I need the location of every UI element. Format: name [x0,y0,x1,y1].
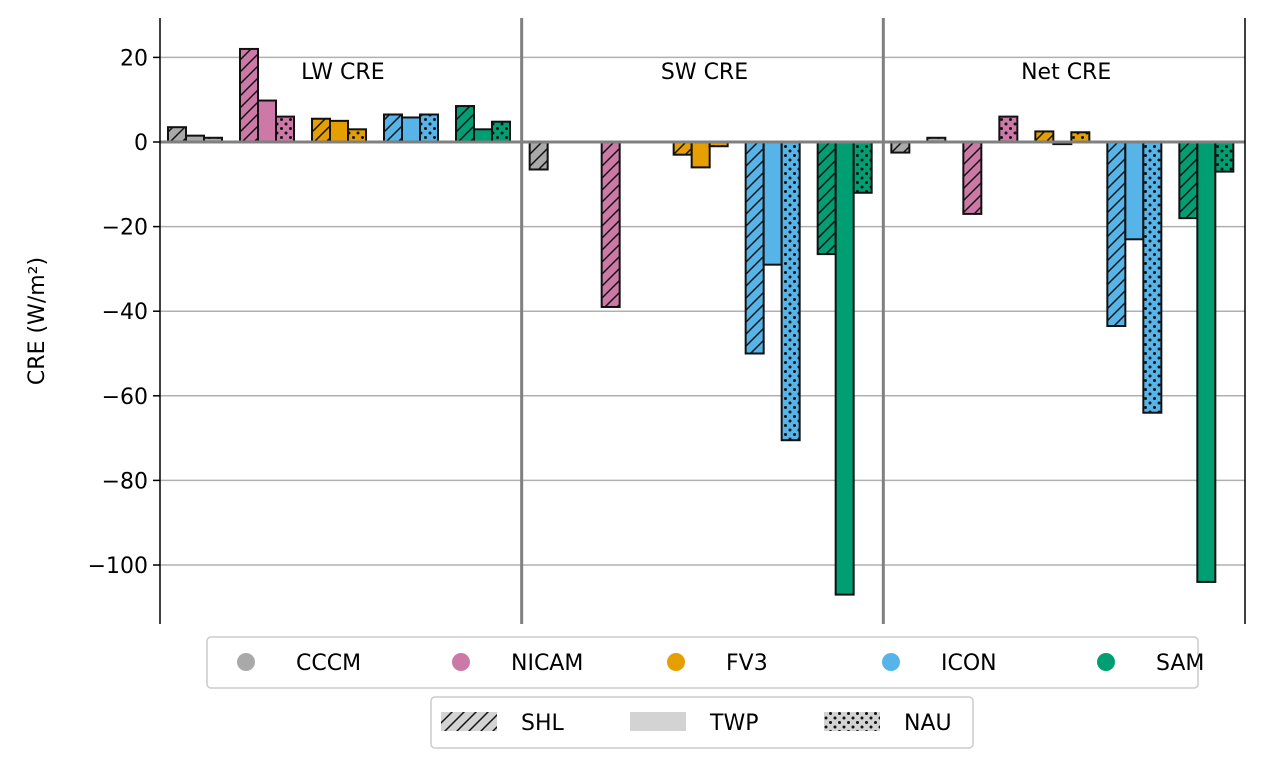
bar-sw-cre-nicam-shl [600,141,621,308]
legend-label: TWP [709,711,758,736]
bar-net-cre-icon-twp [1124,141,1145,241]
panel-labels: LW CRE SW CRE Net CRE [301,60,1111,85]
bar-net-cre-cccm-shl [890,141,911,154]
bar-lw-cre-sam-twp [473,128,493,143]
axes-frame [159,18,1246,624]
bar-net-cre-sam-shl [1178,141,1199,220]
legend-label: CCCM [296,651,361,676]
legend-item-shl: SHL [441,711,565,736]
bar-lw-cre-nicam-nau [275,115,295,144]
y-tick-label: −20 [102,216,148,241]
legend-item-icon: ICON [882,651,997,676]
region-legend-box [430,696,974,749]
legend-item-twp: TWP [630,711,758,736]
bar-sw-cre-fv3-twp [690,141,711,169]
bar-net-cre-icon-nau [1142,141,1163,414]
bar-lw-cre-sam-nau [491,120,511,143]
y-axis-ticks: 20 0 −20 −40 −60 −80 −100 [88,46,160,579]
legend-regions: SHL TWP NAU [430,696,974,749]
legend-label: NICAM [511,651,583,676]
bar-net-cre-icon-shl [1106,141,1127,328]
y-tick-label: −100 [88,554,148,579]
bar-lw-cre-icon-shl [383,113,403,143]
bar-lw-cre-fv3-twp [329,119,349,143]
y-tick-label: 0 [134,131,148,156]
legend-label: SAM [1156,651,1204,676]
legend-label: FV3 [726,651,768,676]
y-tick-label: 20 [120,46,148,71]
y-axis-label: CRE (W/m²) [25,257,50,385]
bar-net-cre-nicam-shl [962,141,983,215]
bar-sw-cre-sam-nau [852,141,873,194]
bar-sw-cre-fv3-shl [672,141,693,156]
bar-net-cre-sam-nau [1214,141,1235,173]
bar-lw-cre-icon-twp [401,116,421,144]
legend-item-fv3: FV3 [667,651,768,676]
bar-sw-cre-sam-shl [816,141,837,256]
bar-net-cre-nicam-nau [998,115,1019,144]
legend-item-nicam: NICAM [452,651,583,676]
panel-label-lw-cre: LW CRE [301,60,385,85]
bar-net-cre-sam-twp [1196,141,1217,583]
bar-lw-cre-nicam-twp [257,99,277,143]
bar-lw-cre-fv3-shl [311,117,331,143]
bar-lw-cre-fv3-nau [347,128,367,143]
legend-item-sam: SAM [1097,651,1204,676]
model-legend-box [206,636,1199,689]
bars [167,47,1235,596]
y-tick-label: −60 [102,385,148,410]
bar-lw-cre-cccm-shl [167,126,187,143]
legend-item-cccm: CCCM [237,651,361,676]
panel-label-net-cre: Net CRE [1021,60,1111,85]
legend-models: CCCM NICAM FV3 ICON SAM [206,636,1204,689]
bar-sw-cre-icon-shl [744,141,765,355]
legend-label: NAU [904,711,952,736]
y-tick-label: −80 [102,469,148,494]
grid-lines [160,56,1245,566]
panel-label-sw-cre: SW CRE [661,60,748,85]
bar-lw-cre-nicam-shl [239,47,259,143]
bar-sw-cre-sam-twp [834,141,855,596]
bar-sw-cre-icon-nau [780,141,801,442]
bar-lw-cre-icon-nau [419,113,439,143]
legend-label: SHL [521,711,565,736]
bar-lw-cre-sam-shl [455,105,475,143]
bar-net-cre-fv3-shl [1034,130,1055,144]
legend-label: ICON [941,651,997,676]
bar-sw-cre-icon-twp [762,141,783,266]
bar-sw-cre-cccm-shl [528,141,549,171]
y-tick-label: −40 [102,300,148,325]
legend-item-nau: NAU [824,711,952,736]
